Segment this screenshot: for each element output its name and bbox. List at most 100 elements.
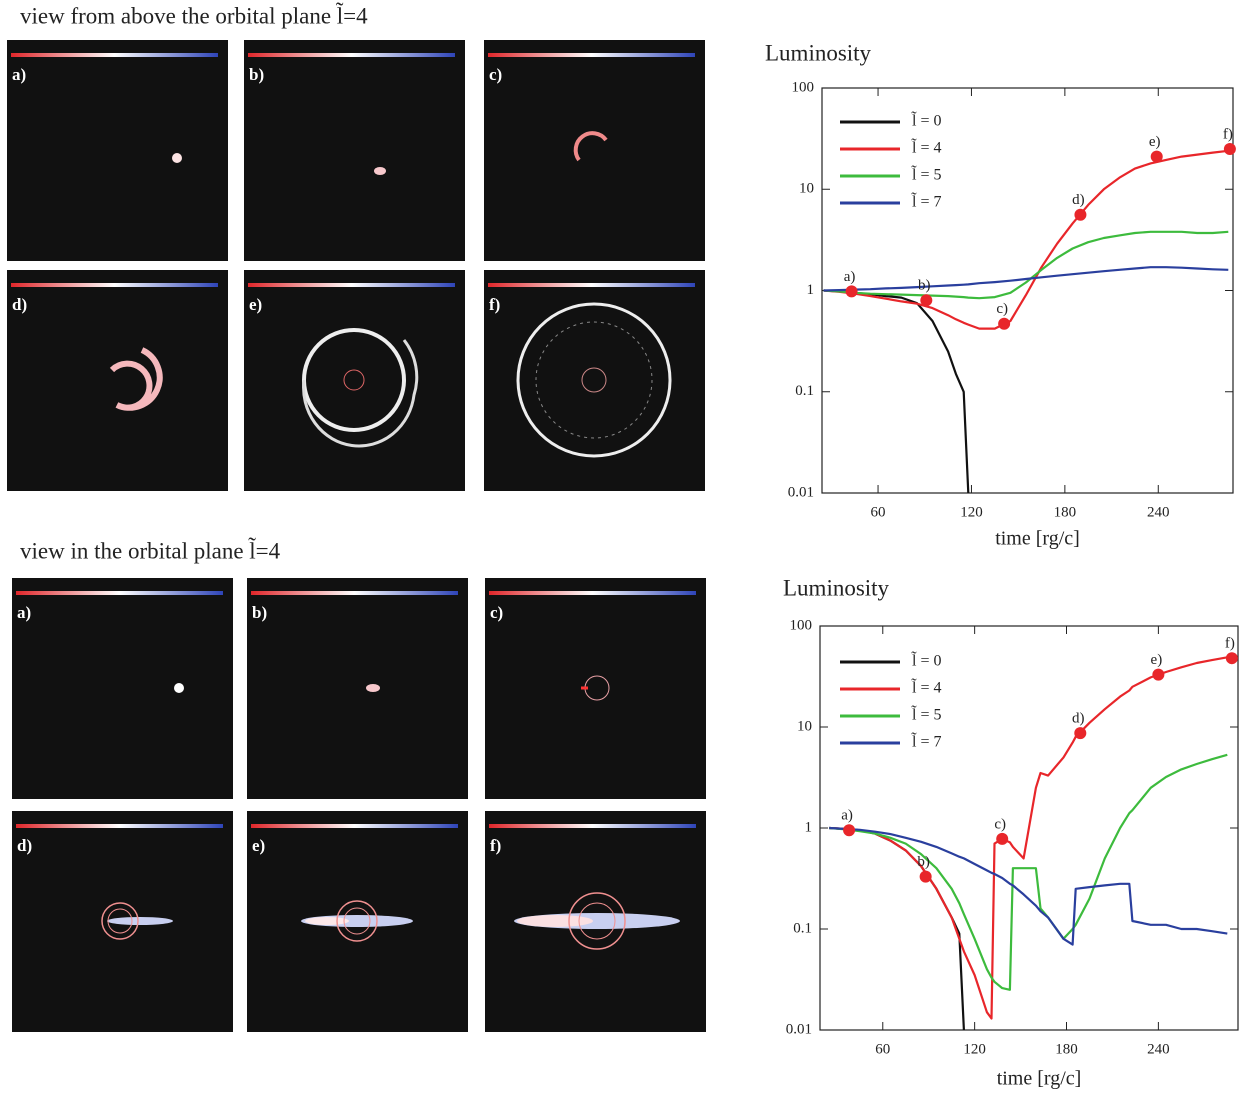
spiral [109,347,163,411]
marker-label: c) [996,301,1008,317]
marker [920,294,933,307]
panel-label: c) [489,65,502,84]
blob [172,153,182,163]
color-bar [489,591,696,595]
y-tick-label: 0.01 [788,484,814,500]
x-tick-label: 120 [960,504,983,520]
marker-label: a) [841,808,853,824]
x-tick-label: 120 [963,1041,986,1057]
blob [174,683,184,693]
x-tick-label: 240 [1147,1041,1170,1057]
y-tick-label: 100 [790,617,813,633]
color-bar [11,53,218,57]
panel-background [7,40,228,261]
marker-label: b) [917,854,930,870]
x-tick-label: 180 [1054,504,1077,520]
marker [1074,208,1087,221]
y-tick-label: 100 [792,79,815,95]
y-tick-label: 1 [807,282,815,298]
marker [1225,652,1238,665]
ring [516,302,672,458]
x-axis-label: time [rg/c] [997,1068,1082,1090]
blob [374,167,386,175]
image-panel: d) [12,811,233,1032]
ring [336,900,378,942]
panel-background [484,270,705,491]
panel-background [244,40,465,261]
disk [107,917,173,925]
series-line [823,230,1229,300]
x-tick-label: 240 [1147,504,1170,520]
image-panel: f) [485,811,706,1032]
panel-background [12,578,233,799]
series-line [829,753,1228,991]
color-bar [488,53,695,57]
series-line [829,826,965,1031]
y-tick-label: 0.1 [793,920,812,936]
x-tick-label: 60 [871,504,886,520]
legend-label: l̃ = 5 [911,705,941,724]
panel-label: e) [252,836,265,855]
ring [343,369,365,391]
image-panel: a) [7,40,228,261]
arc [302,339,419,448]
section-title: view from above the orbital plane l̃=4 [20,1,368,28]
panel-label: d) [12,295,27,314]
image-panel: e) [244,270,465,491]
color-bar [251,591,458,595]
blob [366,684,380,692]
panel-label: c) [490,603,503,622]
ring [343,907,371,935]
panel-label: f) [489,295,500,314]
series-line [829,656,1228,1020]
y-tick-label: 0.01 [786,1021,812,1037]
legend-label: l̃ = 7 [911,192,941,211]
y-tick-label: 1 [805,819,813,835]
panel-background [244,270,465,491]
marker [845,285,858,298]
marker-label: c) [994,816,1006,832]
y-tick-label: 10 [799,181,814,197]
image-panel: b) [247,578,468,799]
panel-label: a) [17,603,31,622]
color-bar [16,591,223,595]
image-panel: c) [485,578,706,799]
color-bar [488,283,695,287]
ring [568,892,626,950]
series-line [823,289,970,494]
legend-label: l̃ = 0 [911,651,941,670]
panel-label: d) [17,836,32,855]
arc [573,131,608,162]
panel-label: b) [249,65,264,84]
disk [517,915,593,927]
color-bar [11,283,218,287]
marker-label: e) [1151,652,1163,668]
legend-label: l̃ = 0 [911,111,941,130]
marker [1223,142,1236,155]
image-panel: a) [12,578,233,799]
color-bar [251,824,458,828]
marker-label: d) [1072,711,1085,727]
ring [107,908,133,934]
image-panel: d) [7,270,228,491]
panel-label: a) [12,65,26,84]
color-bar [248,283,455,287]
panel-background [484,40,705,261]
marker [919,870,932,883]
panel-background [485,578,706,799]
marker [998,317,1011,330]
image-panel: c) [484,40,705,261]
section-title: view in the orbital plane l̃=4 [20,536,281,563]
marker [996,832,1009,845]
marker [1152,668,1165,681]
marker-label: e) [1149,134,1161,150]
marker-label: a) [844,269,856,285]
chart-title: Luminosity [765,40,872,65]
x-axis-label: time [rg/c] [995,528,1080,550]
legend-label: l̃ = 7 [911,732,941,751]
chart-title: Luminosity [783,575,890,600]
panel-background [247,578,468,799]
ring [581,367,607,393]
color-bar [489,824,696,828]
